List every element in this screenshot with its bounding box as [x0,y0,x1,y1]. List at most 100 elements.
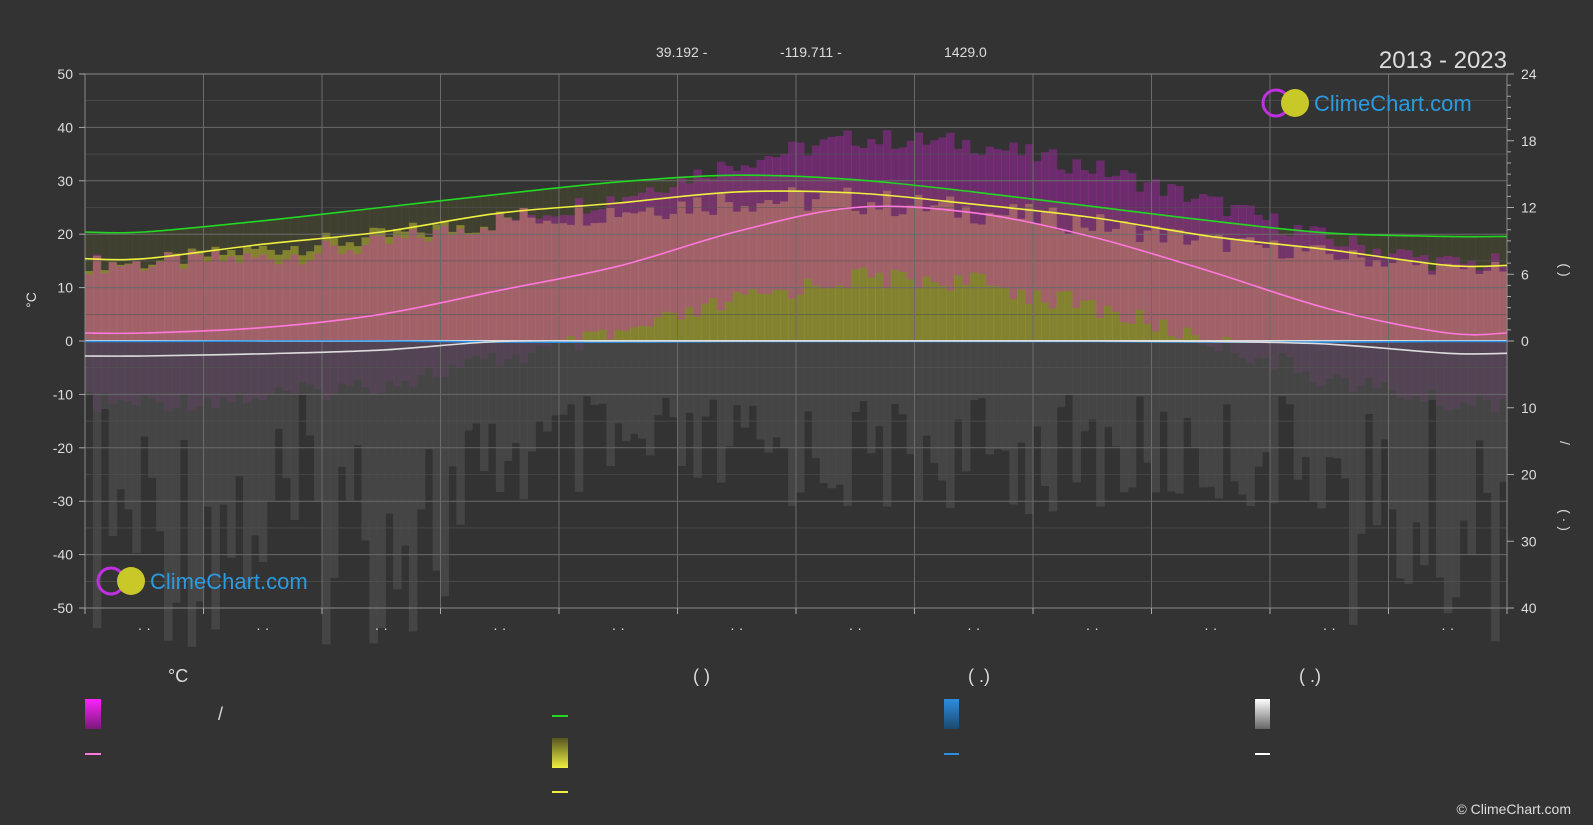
sunshine-band [211,246,220,341]
sunshine-band [480,226,489,341]
temp-range-band [819,139,829,289]
precip-bar [511,341,521,444]
precip-bar [946,341,955,508]
precip-bar [1025,341,1034,514]
precip-bar [456,341,465,525]
sunshine-band [416,232,426,341]
temp-range-band [859,147,868,268]
sunshine-band [1285,258,1295,341]
sunshine-band [1364,266,1374,341]
precip-bar [772,341,781,438]
precip-bar [898,341,908,415]
sunshine-band [851,210,860,341]
sunshine-band [1151,226,1160,341]
sunshine-band [1104,231,1113,341]
sunshine-band [1475,273,1484,341]
sunshine-band [993,214,1002,341]
precip-bar [1428,341,1437,400]
precip-bar [606,341,615,467]
precip-bar [408,341,418,632]
precip-bar [250,341,260,536]
temp-range-band [1341,246,1350,378]
sunshine-band [835,192,844,341]
sunshine-band [187,248,197,341]
sunshine-band [827,191,837,341]
sunshine-band [322,232,331,341]
sunshine-band [1317,245,1326,341]
precip-bar [401,341,410,546]
sunshine-band [203,256,212,341]
copyright: © ClimeChart.com [1456,801,1571,817]
precip-bar [487,341,497,424]
precip-bar [345,341,355,501]
temp-range-band [1372,248,1382,389]
precip-bar [1483,341,1492,494]
precip-bar [535,341,544,422]
sunshine-band [622,212,631,341]
sunshine-band [1119,221,1129,341]
sunshine-band [1420,263,1429,341]
precip-bar [1017,341,1026,443]
legend-col3-heading: ( .) [968,666,990,686]
sunshine-band [140,268,149,341]
sunshine-band [1001,215,1010,341]
sunshine-band [258,245,268,341]
sunshine-band [756,203,765,341]
sunshine-band [709,214,718,341]
sunshine-band [843,187,852,341]
sunshine-band [440,220,449,341]
precip-bar [796,341,805,493]
sunshine-band [1175,229,1184,341]
temp-range-band [882,130,892,288]
month-tick-label: · · [730,620,743,636]
sunshine-band [1435,264,1445,341]
precip-bar [1072,341,1081,483]
left-tick-label: 50 [57,66,73,82]
logo-top: ClimeChart.com [1261,88,1472,118]
sunshine-band [906,205,916,341]
month-tick-label: · · [1441,620,1454,636]
precip-bar [1443,341,1453,614]
sunshine-band [227,250,236,341]
precip-bar [985,341,995,455]
precip-bar [1001,341,1010,451]
sunshine-band [748,211,758,341]
elevation-label: 1429.0 [944,44,987,60]
logo-sun-icon [1281,89,1309,117]
precip-bar [930,341,939,464]
sunshine-band [701,211,710,341]
month-tick-label: · · [967,620,980,636]
sunshine-line [84,190,1508,268]
precip-bar [148,341,157,478]
sunshine-band [250,248,260,341]
sunshine-band [432,224,442,341]
left-tick-label: 0 [65,333,73,349]
sunshine-band [985,212,995,341]
left-tick-label: 20 [57,226,73,242]
legend-col4-heading: ( .) [1299,666,1321,686]
precip-bar [732,341,742,406]
precip-bar [329,341,339,578]
precip-bar [1404,341,1413,584]
precip-bar [369,341,378,644]
temp-range-band [322,240,331,401]
sunshine-band [393,229,402,341]
sunshine-band [1096,214,1105,341]
precip-bar [416,341,426,510]
sunshine-band [329,237,339,341]
sunshine-band [1191,240,1200,341]
sunshine-band [803,210,813,341]
precip-bar [598,341,607,404]
precip-bar [890,341,900,404]
precip-bar [843,341,852,506]
sunshine-band [693,197,702,341]
sunshine-band [566,224,576,341]
logo-text: ClimeChart.com [1314,91,1472,116]
sunshine-band [1056,230,1066,341]
temp-range-band [1048,149,1058,309]
sunshine-band [685,213,694,341]
precip-bar [969,341,979,401]
temp-range-band [898,147,908,272]
sunshine-band [464,233,473,341]
precip-bar [1435,341,1445,578]
